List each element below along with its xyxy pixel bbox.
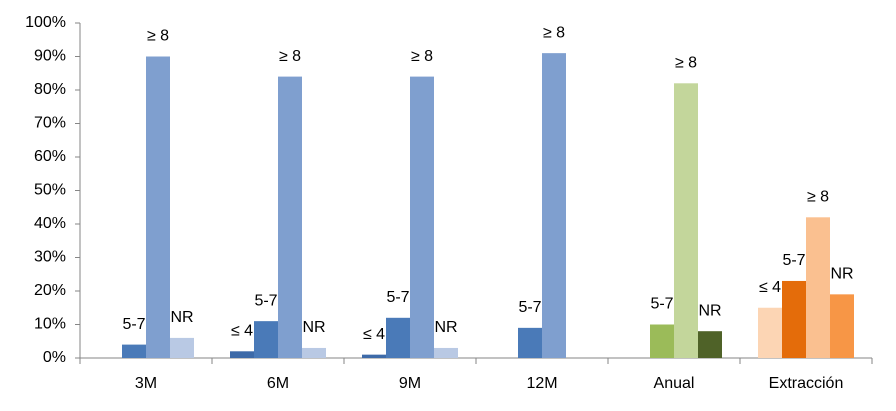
bar-label: 5-7: [254, 292, 277, 309]
bar-label: ≥ 8: [147, 28, 169, 45]
bar-label: NR: [698, 302, 721, 319]
x-tick-label: 3M: [135, 375, 157, 392]
x-tick-label: 6M: [267, 375, 289, 392]
bar-label: 5-7: [386, 289, 409, 306]
bar: [830, 294, 854, 358]
bar: [122, 344, 146, 358]
bar-label: ≤ 4: [759, 279, 781, 296]
bar-label: ≥ 8: [543, 24, 565, 41]
bar: [278, 76, 302, 358]
bar: [698, 331, 722, 358]
y-tick-label: 10%: [34, 316, 66, 333]
bar: [302, 347, 326, 358]
bar: [254, 321, 278, 358]
x-tick-label: 12M: [526, 375, 557, 392]
y-tick-label: 90%: [34, 48, 66, 65]
bar: [674, 83, 698, 359]
bar-label: NR: [170, 309, 193, 326]
bar-label: NR: [302, 319, 325, 336]
bar: [542, 53, 566, 359]
y-tick-label: 40%: [34, 215, 66, 232]
y-tick-label: 30%: [34, 249, 66, 266]
bar-label: ≥ 8: [807, 189, 829, 206]
bar-label: NR: [830, 266, 853, 283]
bar-label: ≤ 4: [363, 326, 385, 343]
x-tick-label: Anual: [654, 375, 695, 392]
bar-label: ≥ 8: [279, 48, 301, 65]
bar: [170, 337, 194, 358]
bar: [362, 354, 386, 358]
bar-label: 5-7: [518, 299, 541, 316]
x-tick-label: 9M: [399, 375, 421, 392]
bar-label: ≥ 8: [411, 48, 433, 65]
bar: [518, 327, 542, 358]
y-tick-label: 60%: [34, 148, 66, 165]
bar-label: 5-7: [122, 316, 145, 333]
bar: [146, 56, 170, 358]
bar: [434, 347, 458, 358]
bar: [806, 217, 830, 358]
bar: [230, 351, 254, 358]
bar: [386, 317, 410, 358]
bar-label: 5-7: [650, 296, 673, 313]
y-tick-label: 0%: [43, 349, 66, 366]
y-tick-label: 100%: [25, 14, 66, 31]
y-tick-label: 80%: [34, 81, 66, 98]
y-tick-label: 50%: [34, 182, 66, 199]
bar-label: 5-7: [782, 252, 805, 269]
bar: [782, 280, 806, 358]
y-tick-label: 70%: [34, 115, 66, 132]
bar-label: NR: [434, 319, 457, 336]
bar-label: ≥ 8: [675, 55, 697, 72]
bar: [650, 324, 674, 358]
bar-label: ≤ 4: [231, 323, 253, 340]
x-tick-label: Extracción: [769, 375, 844, 392]
bar: [758, 307, 782, 358]
bar: [410, 76, 434, 358]
y-tick-label: 20%: [34, 282, 66, 299]
